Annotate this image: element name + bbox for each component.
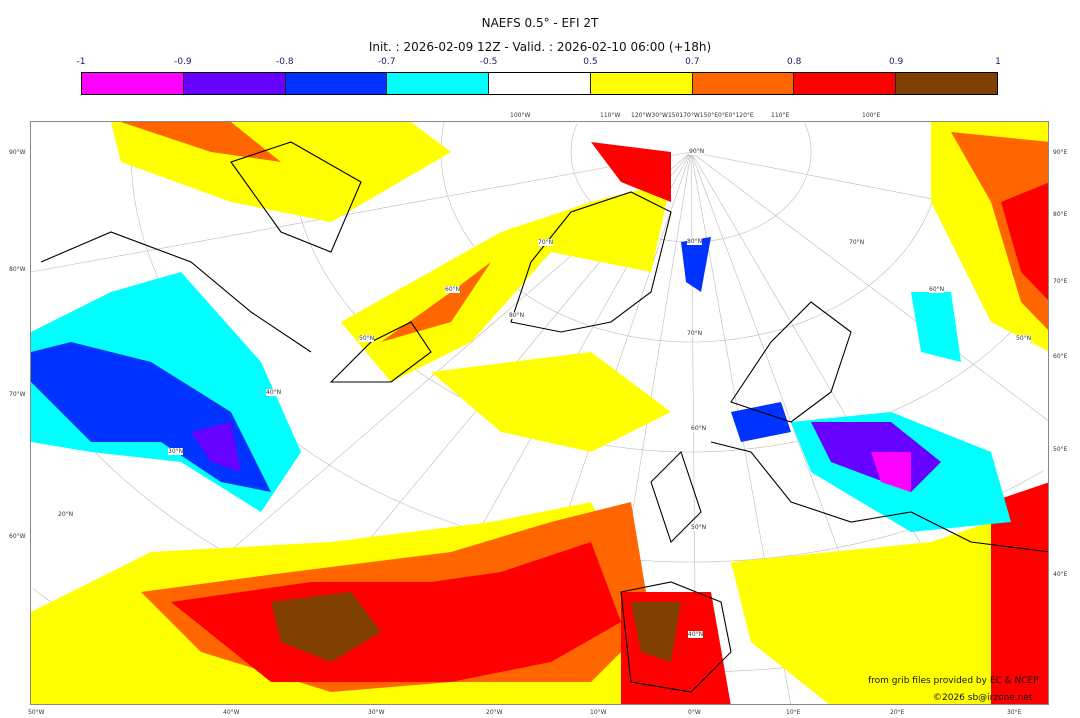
efi-shading: [31, 122, 1048, 704]
longitude-label: 20°E: [890, 709, 905, 716]
colorbar-segment: [590, 73, 693, 94]
longitude-label: 110°W: [600, 112, 621, 119]
colorbar-tick: 1: [995, 57, 1001, 67]
colorbar-tick: -0.5: [479, 57, 498, 67]
latitude-label: 50°N: [359, 335, 375, 342]
longitude-label: 60°W: [9, 533, 26, 540]
efi-map: 90°N 80°N 80°N 70°N 70°N 70°N 60°N 60°N 60°N 50°N…: [30, 121, 1049, 705]
longitude-label: 90°E: [1053, 149, 1068, 156]
colorbar-segment: [692, 73, 795, 94]
longitude-label: 10°E: [786, 709, 801, 716]
colorbar-segment: [794, 73, 897, 94]
colorbar-segment: [183, 73, 286, 94]
longitude-label: 90°W: [9, 149, 26, 156]
latitude-label: 60°N: [445, 286, 461, 293]
latitude-label: 40°N: [266, 389, 282, 396]
colorbar-tick: 0.5: [583, 57, 598, 67]
data-source-credit: from grib files provided by EC & NCEP: [868, 676, 1039, 686]
longitude-label: 100°W: [510, 112, 531, 119]
latitude-label: 60°N: [929, 286, 945, 293]
longitude-label: 30°E: [1007, 709, 1022, 716]
colorbar-segment: [285, 73, 388, 94]
colorbar-tick: -0.7: [377, 57, 396, 67]
latitude-label: 80°N: [687, 238, 703, 245]
latitude-label: 50°N: [691, 524, 707, 531]
latitude-label: 80°N: [509, 312, 525, 319]
colorbar-segment: [896, 73, 998, 94]
longitude-label: 50°W: [28, 709, 45, 716]
longitude-label: 80°E: [1053, 211, 1068, 218]
latitude-label: 50°N: [1016, 335, 1032, 342]
colorbar-segment: [489, 73, 591, 94]
longitude-label: 110°E: [771, 112, 790, 119]
longitude-label: 50°E: [1053, 446, 1068, 453]
chart-title: NAEFS 0.5° - EFI 2T: [481, 16, 599, 30]
colorbar-tick: -0.8: [275, 57, 294, 67]
latitude-label: 60°N: [691, 425, 707, 432]
latitude-circle: [804, 122, 812, 152]
longitude-label: 40°W: [223, 709, 240, 716]
colorbar-tick: 0.9: [888, 57, 904, 67]
latitude-label: 20°N: [58, 511, 74, 518]
map-field: [31, 122, 1048, 704]
latitude-label: 70°N: [849, 239, 865, 246]
longitude-label: 0°W: [688, 709, 701, 716]
latitude-label: 40°N: [688, 631, 704, 638]
latitude-circle: [570, 122, 812, 243]
longitude-label: 100°E: [862, 112, 881, 119]
longitude-label: 20°W: [486, 709, 503, 716]
chart-subtitle: Init. : 2026-02-09 12Z - Valid. : 2026-0…: [368, 40, 712, 54]
latitude-circle: [440, 122, 942, 343]
longitude-label: 120°W30°W150170°W150°E0°E0°120°E: [631, 112, 754, 119]
longitude-label: 70°W: [9, 391, 26, 398]
colorbar-tick: 0.8: [787, 57, 802, 67]
longitude-label: 60°E: [1053, 353, 1068, 360]
longitude-label: 10°W: [590, 709, 607, 716]
colorbar-tick: -1: [76, 57, 86, 67]
colorbar-tick: -0.9: [174, 57, 192, 67]
colorbar: [81, 72, 998, 95]
latitude-label: 70°N: [538, 239, 554, 246]
latitude-label: 90°N: [689, 148, 705, 155]
longitude-label: 70°E: [1053, 278, 1068, 285]
colorbar-tick: 0.7: [685, 57, 700, 67]
latitude-label: 30°N: [168, 448, 184, 455]
latitude-label: 70°N: [687, 330, 703, 337]
coastlines: [40, 141, 1048, 693]
longitude-label: 80°W: [9, 266, 26, 273]
longitude-label: 40°E: [1053, 571, 1068, 578]
colorbar-segment: [387, 73, 490, 94]
copyright: ©2026 sb@irzone.net: [933, 693, 1033, 703]
longitude-label: 30°W: [368, 709, 385, 716]
colorbar-segment: [82, 73, 184, 94]
